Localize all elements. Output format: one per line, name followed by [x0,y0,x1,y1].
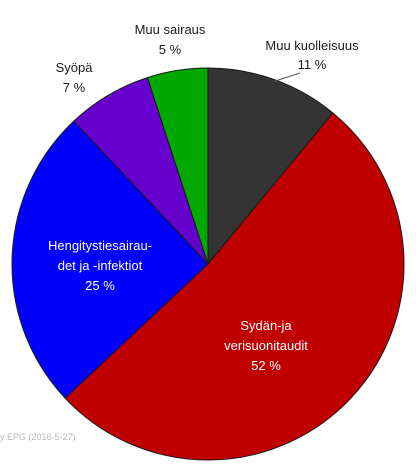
pie-slice-sydan [64,112,405,461]
slice-name-sydan: verisuonitaudit [224,338,308,353]
pie-slice-muu-kuolleisuus [207,67,334,266]
slice-percent-muu-sairaus: 5 % [159,42,182,57]
slice-percent-hengitys: 25 % [85,278,115,293]
pie-slice-hengitys [11,120,209,399]
slice-label-hengitys: Hengitystiesairau-det ja -infektiot 25 % [48,238,152,293]
slice-label-muu-kuolleisuus: Muu kuolleisuus 11 % [265,38,359,72]
leader-line-muu-kuolleisuus [273,72,301,82]
pie-slice-muu-sairaus [146,67,209,265]
slice-percent-syopa: 7 % [63,80,86,95]
slice-name-muu-sairaus: Muu sairaus [135,22,206,37]
slice-label-muu-sairaus: Muu sairaus 5 % [135,22,206,57]
leader-lines [108,71,301,98]
slice-percent-muu-kuolleisuus: 11 % [298,57,327,72]
leader-line-syopa [108,93,113,98]
slice-name-syopa: Syöpä [56,60,94,75]
pie-slices [11,67,405,461]
slice-labels: Muu kuolleisuus 11 % Sydän-ja verisuonitaud… [48,22,359,373]
slice-percent-sydan: 52 % [251,358,281,373]
watermark-text: y EPG (2016-5-27) [0,432,76,442]
slice-label-syopa: Syöpä 7 % [56,60,94,95]
slice-name-muu-kuolleisuus: Muu kuolleisuus [265,38,359,53]
slice-name-hengitys: Hengitystiesairau- [48,238,152,253]
slice-name-sydan: Sydän-ja [240,318,292,333]
slice-label-sydan: Sydän-ja verisuonitaudit 52 % [224,318,308,373]
slice-name-hengitys: det ja -infektiot [58,258,143,273]
